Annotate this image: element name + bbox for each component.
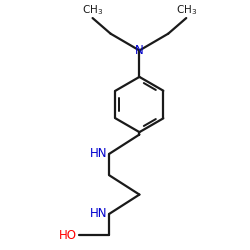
Text: HN: HN	[90, 147, 107, 160]
Text: CH$_3$: CH$_3$	[176, 3, 197, 17]
Text: HO: HO	[59, 229, 77, 242]
Text: HN: HN	[90, 207, 107, 220]
Text: N: N	[135, 44, 144, 57]
Text: CH$_3$: CH$_3$	[82, 3, 103, 17]
